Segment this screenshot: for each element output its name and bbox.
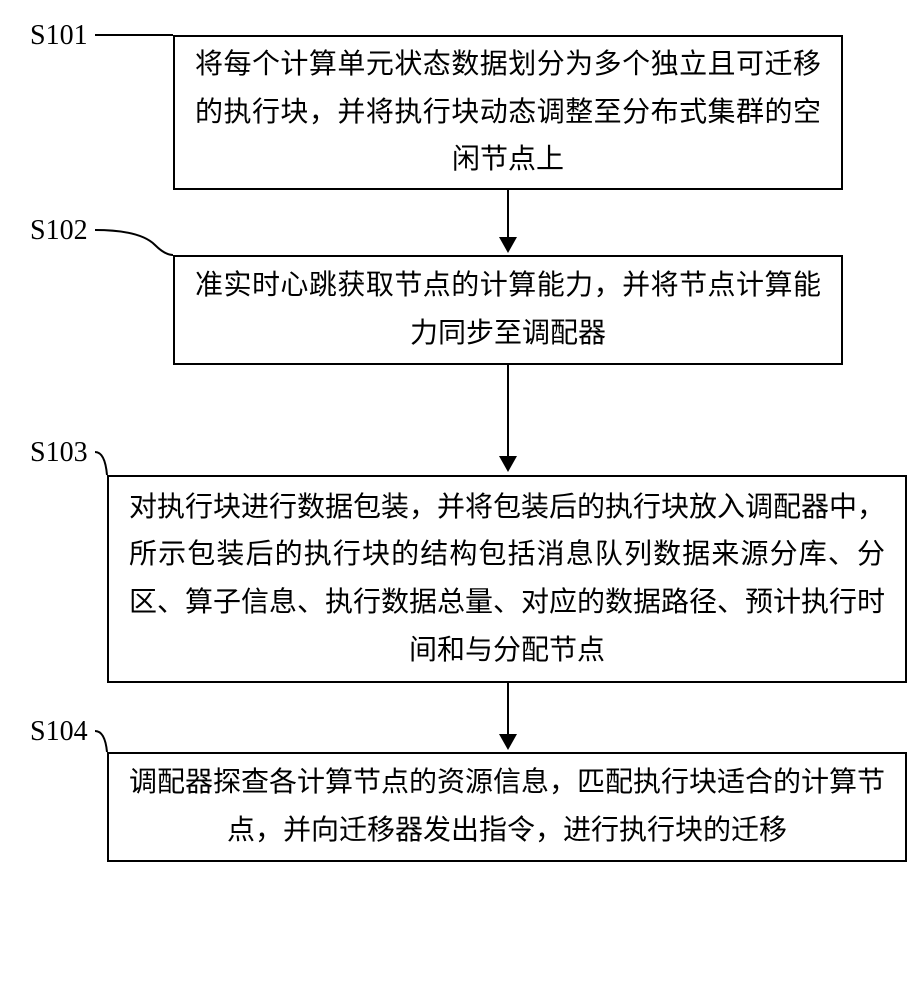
step-text-s101: 将每个计算单元状态数据划分为多个独立且可迁移的执行块，并将执行块动态调整至分布式…: [195, 41, 821, 184]
arrow-2: [507, 365, 509, 475]
connector-s102: [95, 225, 180, 270]
arrow-1: [507, 190, 509, 255]
step-box-s101: 将每个计算单元状态数据划分为多个独立且可迁移的执行块，并将执行块动态调整至分布式…: [173, 35, 843, 190]
step-label-s103: S103: [30, 437, 88, 469]
step-text-s104: 调配器探查各计算节点的资源信息，匹配执行块适合的计算节点，并向迁移器发出指令，进…: [129, 759, 885, 854]
connector-s101: [95, 30, 180, 70]
step-text-s102: 准实时心跳获取节点的计算能力，并将节点计算能力同步至调配器: [195, 262, 821, 357]
arrow-3: [507, 683, 509, 752]
step-box-s103: 对执行块进行数据包装，并将包装后的执行块放入调配器中，所示包装后的执行块的结构包…: [107, 475, 907, 683]
step-label-s102: S102: [30, 215, 88, 247]
step-label-s101: S101: [30, 20, 88, 52]
step-box-s102: 准实时心跳获取节点的计算能力，并将节点计算能力同步至调配器: [173, 255, 843, 365]
step-box-s104: 调配器探查各计算节点的资源信息，匹配执行块适合的计算节点，并向迁移器发出指令，进…: [107, 752, 907, 862]
step-label-s104: S104: [30, 716, 88, 748]
step-text-s103: 对执行块进行数据包装，并将包装后的执行块放入调配器中，所示包装后的执行块的结构包…: [129, 484, 885, 674]
flowchart-container: S101 将每个计算单元状态数据划分为多个独立且可迁移的执行块，并将执行块动态调…: [0, 0, 911, 1000]
